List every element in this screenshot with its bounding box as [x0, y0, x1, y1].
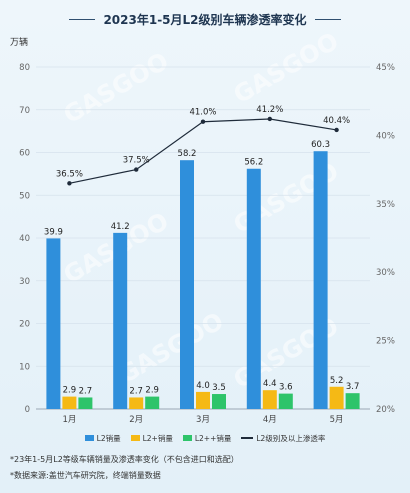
x-tick-label: 4月: [263, 415, 277, 425]
rate-line: [69, 118, 337, 184]
bar-label-l2plusplus: 3.5: [212, 383, 226, 393]
rate-point: [267, 116, 272, 122]
rate-label: 41.0%: [189, 108, 216, 118]
title-right-rule: [314, 18, 341, 20]
y-right-tick-label: 45%: [376, 63, 395, 73]
bar-label-l2plusplus: 3.7: [346, 382, 360, 392]
bar-l2plusplus: [212, 394, 226, 409]
bar-l2plusplus: [345, 393, 360, 409]
chart-legend: L2销量 L2+销量 L2++销量 L2级别及以上渗透率: [0, 431, 410, 445]
bar-label-l2plus: 2.7: [129, 386, 143, 396]
bar-label-l2plusplus: 2.9: [145, 386, 159, 396]
bar-l2plus: [262, 390, 277, 409]
rate-label: 40.4%: [323, 116, 350, 126]
y-left-tick-label: 50: [19, 191, 30, 201]
legend-label-rate: L2级别及以上渗透率: [256, 433, 326, 443]
bar-label-l2: 58.2: [178, 149, 197, 159]
x-tick-label: 2月: [129, 415, 143, 425]
rate-point: [334, 127, 339, 133]
legend-item-l2plus: L2+销量: [130, 433, 173, 444]
bar-l2: [113, 232, 128, 409]
bar-label-l2: 41.2: [111, 222, 130, 232]
y-right-tick-label: 20%: [376, 405, 395, 415]
legend-swatch-l2plusplus: [182, 435, 192, 441]
legend-swatch-rate: [241, 437, 254, 439]
rate-point: [134, 167, 139, 172]
bar-l2: [180, 160, 194, 409]
bar-l2plusplus: [145, 396, 160, 409]
chart-canvas: GASGOOGASGOOGASGOOGASGOOGASGOOGASGOO0102…: [19, 27, 395, 425]
watermark-5: GASGOO: [114, 307, 229, 389]
bar-label-l2plus: 4.0: [196, 381, 210, 391]
legend-item-l2: L2销量: [84, 433, 121, 444]
bar-label-l2: 60.3: [311, 140, 330, 150]
watermark-1: GASGOO: [229, 27, 344, 109]
chart-title: 2023年1-5月L2级别车辆渗透率变化: [103, 12, 307, 27]
y-left-tick-label: 10: [19, 362, 30, 372]
bar-l2: [46, 238, 61, 409]
legend-swatch-l2: [84, 435, 94, 441]
left-axis-unit: 万辆: [10, 38, 29, 48]
bar-l2plus: [329, 386, 344, 409]
rate-label: 37.5%: [123, 156, 150, 166]
legend-label-l2plus: L2+销量: [142, 433, 173, 443]
bar-l2plusplus: [78, 397, 93, 409]
rate-point: [200, 119, 206, 124]
bar-l2: [246, 168, 261, 409]
bar-label-l2plusplus: 3.6: [279, 383, 293, 393]
x-tick-label: 3月: [196, 415, 210, 425]
y-right-tick-label: 30%: [376, 268, 395, 278]
bar-label-l2: 56.2: [244, 158, 263, 168]
y-left-tick-label: 70: [19, 106, 30, 116]
footnote-source: *数据来源:盖世汽车研究院，终端销量数据: [10, 471, 161, 480]
footnote-scope: *23年1-5月L2等级车辆销量及渗透率变化（不包含进口和选配）: [10, 455, 239, 464]
y-left-tick-label: 30: [19, 277, 30, 287]
bar-l2plus: [62, 396, 77, 409]
legend-item-rate: L2级别及以上渗透率: [241, 433, 325, 444]
y-left-tick-label: 40: [19, 234, 30, 244]
y-left-tick-label: 80: [19, 63, 30, 73]
legend-label-l2: L2销量: [96, 433, 121, 443]
y-right-tick-label: 40%: [376, 131, 395, 141]
bar-l2: [313, 151, 328, 409]
bar-label-l2plus: 2.9: [63, 386, 77, 396]
bar-label-l2plus: 4.4: [263, 379, 277, 389]
x-tick-label: 1月: [62, 415, 76, 425]
bar-l2plus: [129, 397, 144, 409]
y-left-tick-label: 0: [25, 405, 30, 415]
bar-label-l2plusplus: 2.7: [79, 386, 93, 396]
y-right-tick-label: 25%: [376, 337, 395, 347]
x-tick-label: 5月: [330, 415, 344, 425]
rate-label: 36.5%: [56, 169, 83, 179]
title-left-rule: [69, 18, 96, 20]
legend-label-l2plusplus: L2++销量: [194, 433, 232, 443]
bar-l2plusplus: [278, 393, 293, 409]
y-left-tick-label: 20: [19, 320, 30, 330]
footnotes: *23年1-5月L2等级车辆销量及渗透率变化（不包含进口和选配） *数据来源:盖…: [10, 452, 405, 484]
y-left-tick-label: 60: [19, 149, 30, 159]
rate-label: 41.2%: [256, 105, 283, 115]
rate-point: [67, 181, 72, 186]
bar-l2plus: [196, 391, 210, 409]
watermark-0: GASGOO: [59, 47, 174, 129]
title-block: 2023年1-5月L2级别车辆渗透率变化: [0, 8, 410, 30]
bar-label-l2plus: 5.2: [330, 376, 344, 386]
bar-label-l2: 39.9: [44, 227, 63, 237]
y-right-tick-label: 35%: [376, 200, 395, 210]
legend-item-l2plusplus: L2++销量: [182, 433, 232, 444]
legend-swatch-l2plus: [130, 435, 140, 441]
